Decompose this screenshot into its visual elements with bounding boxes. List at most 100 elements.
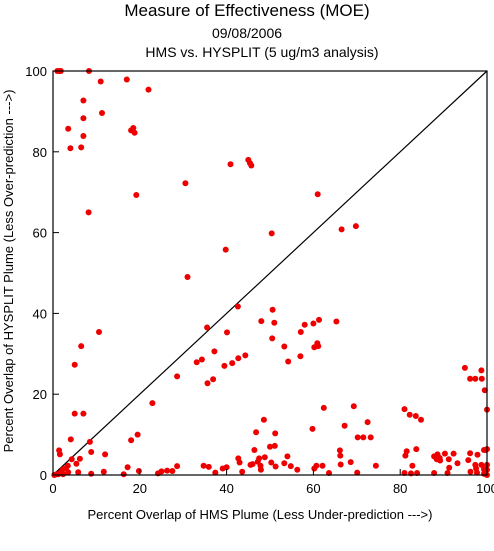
data-point bbox=[60, 471, 66, 478]
data-point bbox=[354, 434, 361, 441]
data-point bbox=[78, 144, 85, 151]
data-point bbox=[65, 125, 72, 132]
data-point bbox=[210, 376, 217, 383]
data-point bbox=[341, 422, 348, 429]
data-point bbox=[271, 319, 278, 326]
data-point bbox=[441, 450, 448, 457]
data-point bbox=[347, 459, 354, 466]
data-point bbox=[67, 436, 74, 443]
y-tick-label: 60 bbox=[33, 226, 47, 241]
data-point bbox=[294, 466, 301, 473]
data-point bbox=[221, 362, 228, 369]
data-point bbox=[68, 456, 75, 463]
data-point bbox=[193, 359, 200, 366]
data-points bbox=[51, 68, 490, 478]
data-point bbox=[310, 320, 317, 327]
x-axis-label: Percent Overlap of HMS Plume (Less Under… bbox=[88, 507, 433, 522]
data-point bbox=[465, 457, 472, 464]
data-point bbox=[124, 464, 131, 471]
data-point bbox=[88, 470, 95, 477]
data-point bbox=[311, 465, 318, 472]
data-point bbox=[235, 355, 242, 362]
data-point bbox=[467, 450, 474, 457]
data-point bbox=[287, 463, 294, 470]
data-point bbox=[301, 321, 308, 328]
data-point bbox=[204, 324, 211, 331]
data-point bbox=[86, 438, 93, 445]
data-point bbox=[474, 469, 480, 476]
data-point bbox=[281, 460, 288, 467]
x-tick-label: 80 bbox=[393, 481, 407, 496]
data-point bbox=[205, 463, 212, 470]
x-tick-label: 0 bbox=[49, 481, 56, 496]
data-point bbox=[133, 192, 140, 198]
axis-ticks: 0 20 40 60 80 100 0 20 40 60 80 100 bbox=[25, 64, 494, 496]
data-point bbox=[80, 115, 87, 122]
data-point bbox=[409, 462, 416, 469]
data-point bbox=[272, 430, 279, 437]
data-point bbox=[236, 459, 243, 466]
x-tick-label: 100 bbox=[476, 481, 494, 496]
data-point bbox=[446, 464, 453, 471]
data-point bbox=[80, 97, 87, 104]
data-point bbox=[145, 86, 152, 93]
data-point bbox=[131, 129, 138, 136]
data-point bbox=[281, 343, 288, 350]
data-point bbox=[284, 453, 291, 460]
data-point bbox=[97, 78, 104, 85]
data-point bbox=[239, 468, 246, 475]
y-tick-label: 20 bbox=[33, 387, 47, 402]
data-point bbox=[85, 209, 92, 216]
data-point bbox=[260, 416, 267, 423]
data-point bbox=[135, 468, 142, 474]
data-point bbox=[71, 410, 78, 417]
data-point bbox=[130, 125, 137, 131]
data-point bbox=[315, 343, 322, 350]
data-point bbox=[80, 410, 87, 417]
data-point bbox=[316, 316, 322, 323]
y-axis-label: Percent Overlap of HYSPLIT Plume (Less O… bbox=[1, 90, 16, 453]
data-point bbox=[472, 375, 479, 382]
data-point bbox=[257, 466, 264, 473]
data-point bbox=[364, 419, 371, 426]
data-point bbox=[234, 303, 241, 310]
data-point bbox=[437, 457, 444, 464]
data-point bbox=[134, 431, 141, 438]
data-point bbox=[56, 451, 63, 458]
data-point bbox=[269, 306, 276, 313]
data-point bbox=[338, 226, 345, 233]
data-point bbox=[258, 318, 265, 325]
data-point bbox=[67, 145, 74, 152]
data-point bbox=[128, 437, 135, 444]
data-point bbox=[182, 180, 189, 187]
data-point bbox=[350, 403, 357, 410]
data-point bbox=[272, 463, 279, 470]
data-point bbox=[336, 447, 343, 454]
data-point bbox=[401, 406, 408, 413]
data-point bbox=[75, 469, 82, 476]
data-point bbox=[285, 358, 292, 365]
data-point bbox=[184, 274, 191, 280]
data-point bbox=[71, 361, 78, 368]
data-point bbox=[402, 452, 409, 459]
plot-frame bbox=[52, 70, 488, 476]
data-point bbox=[354, 469, 361, 476]
chart-date: 09/08/2006 bbox=[212, 25, 282, 41]
data-point bbox=[100, 468, 107, 475]
data-point bbox=[267, 443, 273, 450]
data-point bbox=[55, 471, 62, 478]
data-point bbox=[333, 318, 340, 325]
data-point bbox=[65, 469, 72, 476]
data-point bbox=[467, 468, 474, 475]
data-point bbox=[319, 462, 326, 469]
data-point bbox=[88, 449, 95, 455]
data-point bbox=[254, 458, 261, 465]
y-tick-label: 100 bbox=[25, 64, 47, 79]
data-point bbox=[337, 452, 344, 459]
data-point bbox=[174, 463, 181, 470]
data-point bbox=[271, 442, 278, 449]
data-point bbox=[251, 447, 258, 453]
data-point bbox=[212, 469, 219, 476]
data-point bbox=[123, 76, 130, 83]
data-point bbox=[367, 434, 374, 441]
